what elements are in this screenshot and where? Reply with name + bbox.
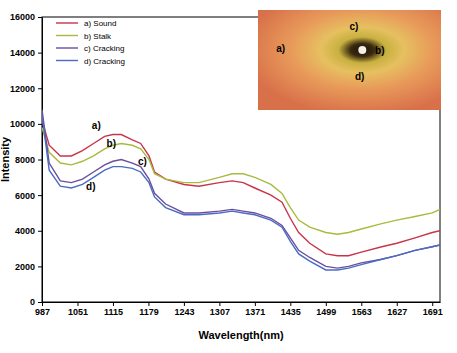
tick-label: 1499 — [316, 307, 336, 317]
tick-mark — [38, 88, 42, 89]
inset-image: a) c) b) d) — [258, 10, 441, 110]
tick-mark — [38, 53, 42, 54]
tick-label: 8000 — [15, 155, 35, 165]
legend-label: b) Stalk — [84, 32, 112, 41]
tick-mark — [38, 195, 42, 196]
tick: 1563 — [352, 302, 372, 317]
tick-mark — [326, 302, 327, 306]
series-line — [42, 110, 440, 269]
legend-label: a) Sound — [84, 19, 116, 28]
legend-swatch — [56, 35, 78, 36]
legend-item: a) Sound — [56, 19, 116, 28]
tick-label: 12000 — [10, 84, 35, 94]
tick: 1627 — [387, 302, 407, 317]
tick-mark — [38, 124, 42, 125]
tick-mark — [77, 302, 78, 306]
tick-label: 987 — [35, 307, 50, 317]
y-axis: 0 2000 4000 6000 8000 10000 12000 14000 16000 — [10, 12, 43, 307]
tick-label: 14000 — [10, 48, 35, 58]
annotation: c) — [138, 156, 147, 167]
tick-mark — [361, 302, 362, 306]
tick-label: 1627 — [387, 307, 407, 317]
series-group — [42, 110, 440, 270]
legend-swatch — [56, 60, 78, 61]
tick-label: 1243 — [174, 307, 194, 317]
tick: 1435 — [281, 302, 301, 317]
inset-label: c) — [350, 21, 359, 32]
tick: 1243 — [174, 302, 194, 317]
legend-swatch — [56, 47, 78, 48]
tick: 1691 — [423, 302, 443, 317]
tick-mark — [184, 302, 185, 306]
tick: 987 — [35, 302, 50, 317]
tick-mark — [255, 302, 256, 306]
tick-label: 1115 — [104, 307, 123, 317]
tick-mark — [290, 302, 291, 306]
series-line — [42, 120, 440, 255]
tick-mark — [113, 302, 114, 306]
tick: 1499 — [316, 302, 336, 317]
tick-label: 1435 — [281, 307, 301, 317]
legend: a) Sound b) Stalk c) Cracking d) Cracking — [56, 19, 125, 66]
tick: 0 — [30, 297, 42, 307]
inset-label: d) — [355, 71, 364, 82]
tick-label: 2000 — [15, 262, 35, 272]
tick-label: 0 — [30, 297, 35, 307]
tick: 1179 — [139, 302, 159, 317]
series-line — [42, 115, 440, 270]
annotation: d) — [86, 181, 95, 192]
tick-mark — [38, 17, 42, 18]
tick-label: 10000 — [10, 119, 35, 129]
tick-label: 1179 — [139, 307, 159, 317]
tick: 8000 — [15, 155, 42, 165]
tick-mark — [148, 302, 149, 306]
inset-stalk — [358, 46, 366, 54]
inset-label: b) — [375, 45, 384, 56]
tick-mark — [42, 302, 43, 306]
y-axis-title: Intensity — [0, 136, 11, 182]
legend-label: d) Cracking — [84, 57, 125, 66]
legend-label: c) Cracking — [84, 44, 124, 53]
tick-mark — [219, 302, 220, 306]
tick: 1307 — [210, 302, 230, 317]
tick: 1115 — [104, 302, 123, 317]
x-axis: 987 1051 1115 1179 1243 1307 1371 1435 1499 1563 1… — [35, 302, 443, 317]
tick: 1051 — [68, 302, 88, 317]
tick-label: 1563 — [352, 307, 372, 317]
legend-item: b) Stalk — [56, 32, 112, 41]
tick-mark — [38, 231, 42, 232]
x-axis-title: Wavelength(nm) — [198, 329, 283, 341]
tick-mark — [432, 302, 433, 306]
tick: 10000 — [10, 119, 42, 129]
tick: 6000 — [15, 191, 42, 201]
tick-label: 1051 — [68, 307, 88, 317]
tick-mark — [38, 160, 42, 161]
tick-label: 1691 — [423, 307, 443, 317]
series-line — [42, 127, 440, 234]
inset-background — [258, 10, 441, 110]
tick: 14000 — [10, 48, 42, 58]
annotation: b) — [107, 138, 116, 149]
legend-item: d) Cracking — [56, 57, 125, 66]
tick: 12000 — [10, 84, 42, 94]
tick: 1371 — [245, 302, 265, 317]
tick-label: 6000 — [15, 191, 35, 201]
legend-swatch — [56, 22, 78, 23]
chart: 987 1051 1115 1179 1243 1307 1371 1435 1499 1563 1… — [0, 0, 457, 353]
tick: 4000 — [15, 226, 42, 236]
tick-label: 4000 — [15, 226, 35, 236]
tick-mark — [38, 266, 42, 267]
tick-mark — [38, 302, 42, 303]
tick: 16000 — [10, 12, 42, 22]
tick: 2000 — [15, 262, 42, 272]
tick-label: 1307 — [210, 307, 230, 317]
tick-label: 1371 — [245, 307, 265, 317]
tick-label: 16000 — [10, 12, 35, 22]
legend-item: c) Cracking — [56, 44, 124, 53]
tick-mark — [397, 302, 398, 306]
annotation: a) — [92, 120, 101, 131]
inset-label: a) — [276, 43, 285, 54]
